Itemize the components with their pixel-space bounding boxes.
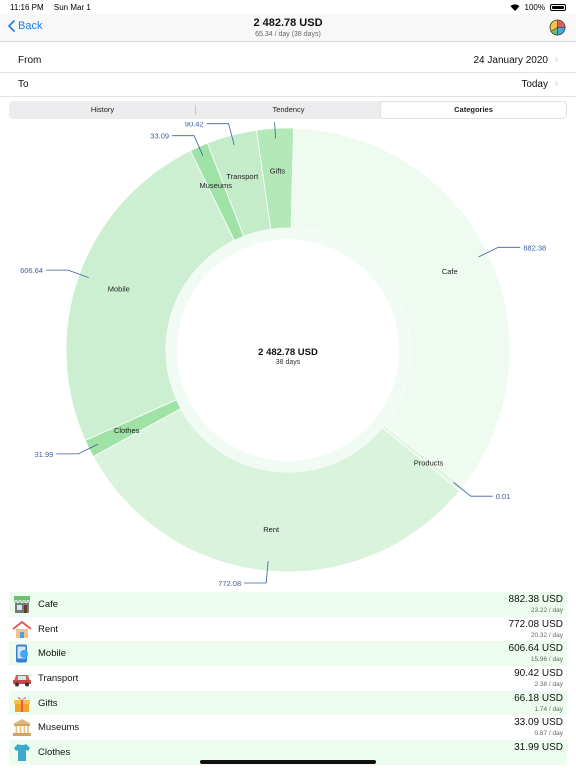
page-subtitle: 65.34 / day (38 days)	[255, 31, 321, 38]
value-label-transport: 90.42	[185, 122, 204, 129]
category-name: Mobile	[38, 648, 66, 660]
slice-label-clothes: Clothes	[114, 426, 140, 435]
back-button[interactable]: Back	[8, 20, 42, 32]
page-title: 2 482.78 USD	[253, 17, 323, 29]
slice-label-gifts: Gifts	[270, 166, 286, 175]
list-item[interactable]: Cafe 882.38 USD 23.22 / day	[9, 592, 567, 617]
value-label-clothes: 31.99	[35, 450, 54, 459]
category-amount: 606.64 USD	[508, 643, 563, 655]
wifi-icon	[510, 4, 520, 11]
category-name: Cafe	[38, 599, 59, 610]
status-time: 11:16 PM	[10, 3, 44, 12]
category-name: Gifts	[38, 697, 58, 709]
category-per-day: 2.38 / day	[534, 681, 563, 689]
slice-label-transport: Transport	[226, 172, 259, 181]
clothes-icon	[12, 743, 32, 762]
chevron-right-icon: ›	[554, 54, 558, 65]
to-value: Today	[521, 79, 548, 90]
tab-tendency[interactable]: Tendency	[272, 105, 305, 114]
list-item[interactable]: Rent 772.08 USD 20.32 / day	[9, 617, 567, 642]
category-per-day: 20.32 / day	[530, 631, 563, 639]
car-icon	[12, 669, 32, 688]
categories-donut-chart: 882.380.01772.0831.99606.6433.0990.4266.…	[20, 122, 546, 588]
list-item[interactable]: Gifts 66.18 USD 1.74 / day	[9, 690, 567, 716]
status-bar: 11:16 PM Sun Mar 1 100%	[0, 0, 576, 14]
from-label: From	[18, 55, 42, 66]
chevron-right-icon: ›	[554, 78, 558, 89]
category-amount: 66.18 USD	[514, 692, 563, 704]
category-name: Museums	[38, 722, 80, 734]
from-row[interactable]: From 24 January 2020 ›	[0, 48, 576, 73]
chart-center-total: 2 482.78 USD	[258, 347, 318, 358]
category-name: Rent	[38, 623, 59, 635]
slice-label-products: Products	[414, 458, 444, 467]
category-per-day: 23.22 / day	[530, 607, 563, 614]
leader-line-mobile	[46, 269, 89, 279]
leader-line-transport	[206, 123, 235, 146]
gift-icon	[12, 694, 32, 713]
list-item[interactable]: Mobile 606.64 USD 15.96 / day	[9, 641, 567, 667]
battery-percent: 100%	[524, 3, 545, 12]
category-amount: 33.09 USD	[514, 717, 563, 729]
slice-label-cafe: Cafe	[442, 267, 458, 276]
leader-line-gifts	[274, 122, 276, 139]
back-label: Back	[18, 20, 43, 32]
from-value: 24 January 2020	[473, 55, 548, 66]
status-date: Sun Mar 1	[53, 3, 91, 12]
leader-line-products	[453, 482, 493, 497]
view-segmented-control: History Tendency Categories	[9, 101, 567, 119]
slice-label-mobile: Mobile	[108, 285, 130, 294]
tab-history[interactable]: History	[90, 105, 115, 114]
value-label-mobile: 606.64	[20, 266, 43, 275]
category-per-day: 0.87 / day	[534, 730, 563, 738]
slice-label-museums: Museums	[199, 181, 232, 190]
category-amount: 90.42 USD	[514, 668, 563, 680]
tab-categories[interactable]: Categories	[381, 102, 566, 118]
category-per-day: 1.74 / day	[534, 705, 563, 713]
category-amount: 31.99 USD	[514, 742, 563, 754]
pie-chart-icon[interactable]	[549, 19, 566, 36]
category-per-day: 15.96 / day	[530, 656, 563, 664]
value-label-museums: 33.09	[150, 132, 169, 141]
category-amount: 882.38 USD	[508, 594, 563, 605]
donut-hole	[177, 239, 399, 461]
value-label-rent: 772.08	[218, 579, 241, 588]
leader-line-museums	[172, 135, 204, 156]
navigation-bar: Back 2 482.78 USD 65.34 / day (38 days)	[0, 14, 576, 42]
cafe-icon	[12, 595, 32, 614]
value-label-cafe: 882.38	[523, 243, 546, 252]
category-list: Cafe 882.38 USD 23.22 / day Rent 772.08 …	[9, 592, 567, 765]
home-indicator	[200, 760, 376, 764]
chevron-left-icon	[8, 20, 15, 32]
to-row[interactable]: To Today ›	[0, 72, 576, 97]
slice-label-rent: Rent	[263, 525, 280, 534]
segment-divider	[195, 105, 196, 115]
category-name: Clothes	[38, 747, 71, 759]
category-amount: 772.08 USD	[508, 618, 563, 630]
to-label: To	[18, 79, 29, 90]
leader-line-clothes	[56, 443, 99, 455]
mobile-icon	[12, 644, 32, 663]
chart-center-days: 38 days	[276, 359, 301, 366]
battery-icon	[550, 4, 566, 11]
museum-icon	[12, 718, 32, 737]
list-item[interactable]: Clothes 31.99 USD	[9, 740, 567, 765]
list-item[interactable]: Museums 33.09 USD 0.87 / day	[9, 715, 567, 740]
leader-line-cafe	[478, 246, 521, 258]
leader-line-rent	[244, 561, 269, 584]
house-icon	[12, 620, 32, 639]
list-item[interactable]: Transport 90.42 USD 2.38 / day	[9, 666, 567, 691]
category-name: Transport	[38, 673, 79, 685]
value-label-products: 0.01	[496, 492, 511, 501]
